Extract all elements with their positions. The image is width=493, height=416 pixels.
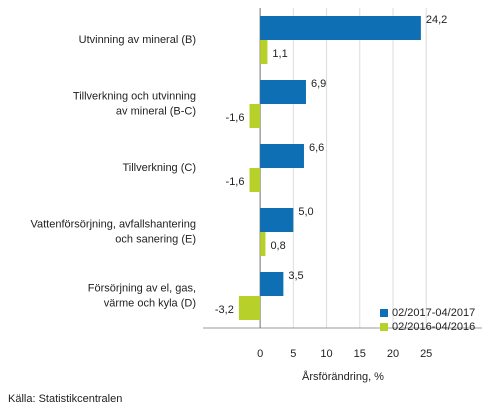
value-label: 5,0	[298, 206, 313, 218]
bar	[260, 232, 266, 256]
bar	[260, 80, 306, 104]
category-line: värme och kyla (D)	[104, 297, 196, 309]
category-label: Utvinning av mineral (B)	[79, 34, 196, 46]
category-label: Tillverkning (C)	[122, 162, 196, 174]
x-axis-label: Årsförändring, %	[302, 370, 384, 383]
x-tick-label: 10	[320, 348, 332, 360]
value-label: -1,6	[226, 112, 245, 124]
bar	[260, 16, 421, 40]
source: Källa: Statistikcentralen	[8, 393, 122, 405]
value-label: 3,5	[288, 270, 303, 282]
bar	[260, 144, 304, 168]
category-line: av mineral (B-C)	[116, 105, 196, 117]
category-line: Tillverkning och utvinning	[73, 90, 196, 102]
x-tick-label: 20	[387, 348, 399, 360]
bar	[260, 272, 284, 296]
category-line: Tillverkning (C)	[122, 162, 196, 174]
bar	[249, 168, 261, 192]
legend-label: 02/2017-04/2017	[392, 307, 475, 319]
value-label: -3,2	[215, 304, 234, 316]
x-tick-label: 25	[420, 348, 432, 360]
legend-label: 02/2016-04/2016	[392, 321, 475, 333]
x-tick-label: 5	[290, 348, 296, 360]
legend-swatch	[380, 309, 388, 317]
category-label: Vattenförsörjning, avfallshantering och s…	[30, 218, 196, 245]
value-label: 6,9	[311, 78, 326, 90]
category-line: Försörjning av el, gas,	[88, 282, 196, 294]
value-label: 24,2	[426, 14, 447, 26]
category-line: och sanering (E)	[115, 233, 196, 245]
bar	[249, 104, 261, 128]
category-line: Vattenförsörjning, avfallshantering	[30, 218, 196, 230]
x-tick-label: 0	[257, 348, 263, 360]
category-line: Utvinning av mineral (B)	[79, 34, 196, 46]
value-label: 0,8	[270, 240, 285, 252]
bar	[260, 40, 268, 64]
value-label: 1,1	[272, 48, 287, 60]
legend-swatch	[380, 323, 388, 331]
value-label: -1,6	[226, 176, 245, 188]
category-label: Försörjning av el, gas, värme och kyla (D…	[88, 282, 196, 309]
x-tick-label: 15	[354, 348, 366, 360]
bar	[238, 296, 261, 320]
value-label: 6,6	[309, 142, 324, 154]
bar	[260, 208, 294, 232]
category-label: Tillverkning och utvinning av mineral (B-…	[73, 90, 196, 117]
